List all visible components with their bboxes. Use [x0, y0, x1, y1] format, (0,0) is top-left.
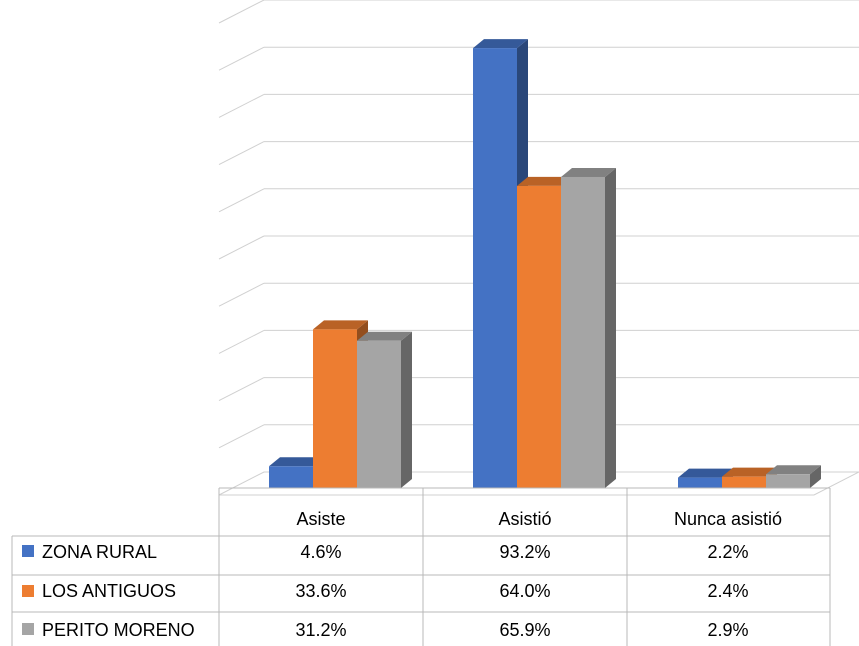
- side-wall-gridline: [218, 282, 265, 307]
- legend-label-zona-rural: ZONA RURAL: [42, 542, 157, 562]
- side-wall-gridline: [218, 46, 265, 71]
- category-label-asiste: Asiste: [296, 509, 345, 529]
- value-zona-rural-nunca-asistio: 2.2%: [707, 542, 748, 562]
- side-wall-gridline: [218, 424, 265, 449]
- bar-perito-moreno-asistio: [561, 176, 605, 488]
- value-zona-rural-asistio: 93.2%: [499, 542, 550, 562]
- data-table: Asiste Asistió Nunca asistió ZONA RURAL …: [11, 487, 831, 646]
- bar-zona-rural-asistio-top: [473, 39, 528, 49]
- bar-zona-rural-asiste: [269, 466, 313, 488]
- bar-zona-rural-asiste-top: [269, 457, 324, 467]
- value-los-antiguos-asiste: 33.6%: [295, 581, 346, 601]
- value-los-antiguos-asistio: 64.0%: [499, 581, 550, 601]
- bar-perito-moreno-nunca-asistio-top: [766, 465, 821, 475]
- side-wall-gridline: [218, 141, 265, 166]
- bar-los-antiguos-asistio-top: [517, 176, 572, 186]
- bar-zona-rural-nunca-asistio-top: [678, 468, 733, 478]
- bar-zona-rural-nunca-asistio: [678, 477, 722, 488]
- value-zona-rural-asiste: 4.6%: [300, 542, 341, 562]
- floor: [218, 471, 859, 496]
- bar-los-antiguos-asistio: [517, 185, 561, 489]
- side-wall-gridline: [218, 93, 265, 118]
- legend-key-los-antiguos: [22, 585, 34, 597]
- bar-perito-moreno-asiste-top: [357, 331, 412, 341]
- bar-perito-moreno-asistio-side: [605, 167, 616, 488]
- bar-perito-moreno-asistio-top: [561, 167, 616, 177]
- bar-perito-moreno-asiste: [357, 340, 401, 488]
- value-perito-moreno-asistio: 65.9%: [499, 620, 550, 640]
- category-label-nunca-asistio: Nunca asistió: [674, 509, 782, 529]
- value-los-antiguos-nunca-asistio: 2.4%: [707, 581, 748, 601]
- value-perito-moreno-nunca-asistio: 2.9%: [707, 620, 748, 640]
- legend-label-los-antiguos: LOS ANTIGUOS: [42, 581, 176, 601]
- side-wall-gridline: [218, 329, 265, 354]
- bar-los-antiguos-asiste-top: [313, 320, 368, 330]
- bar-perito-moreno-nunca-asistio-side: [810, 465, 821, 488]
- side-wall-gridline: [218, 235, 265, 260]
- legend-key-perito-moreno: [22, 623, 34, 635]
- side-wall-gridline: [218, 188, 265, 213]
- chart-bars: [269, 39, 821, 489]
- bar-perito-moreno-asiste-side: [401, 331, 412, 488]
- value-perito-moreno-asiste: 31.2%: [295, 620, 346, 640]
- bar-perito-moreno-nunca-asistio: [766, 474, 810, 488]
- side-wall-gridline: [218, 0, 265, 24]
- data-table-grid: [11, 487, 831, 646]
- bar-los-antiguos-nunca-asistio: [722, 476, 766, 488]
- category-label-asistio: Asistió: [498, 509, 551, 529]
- bar-los-antiguos-nunca-asistio-top: [722, 467, 777, 477]
- legend-label-perito-moreno: PERITO MORENO: [42, 620, 195, 640]
- side-wall-gridline: [218, 377, 265, 402]
- bar-los-antiguos-asiste: [313, 329, 357, 488]
- bar-zona-rural-asistio: [473, 48, 517, 488]
- legend-key-zona-rural: [22, 545, 34, 557]
